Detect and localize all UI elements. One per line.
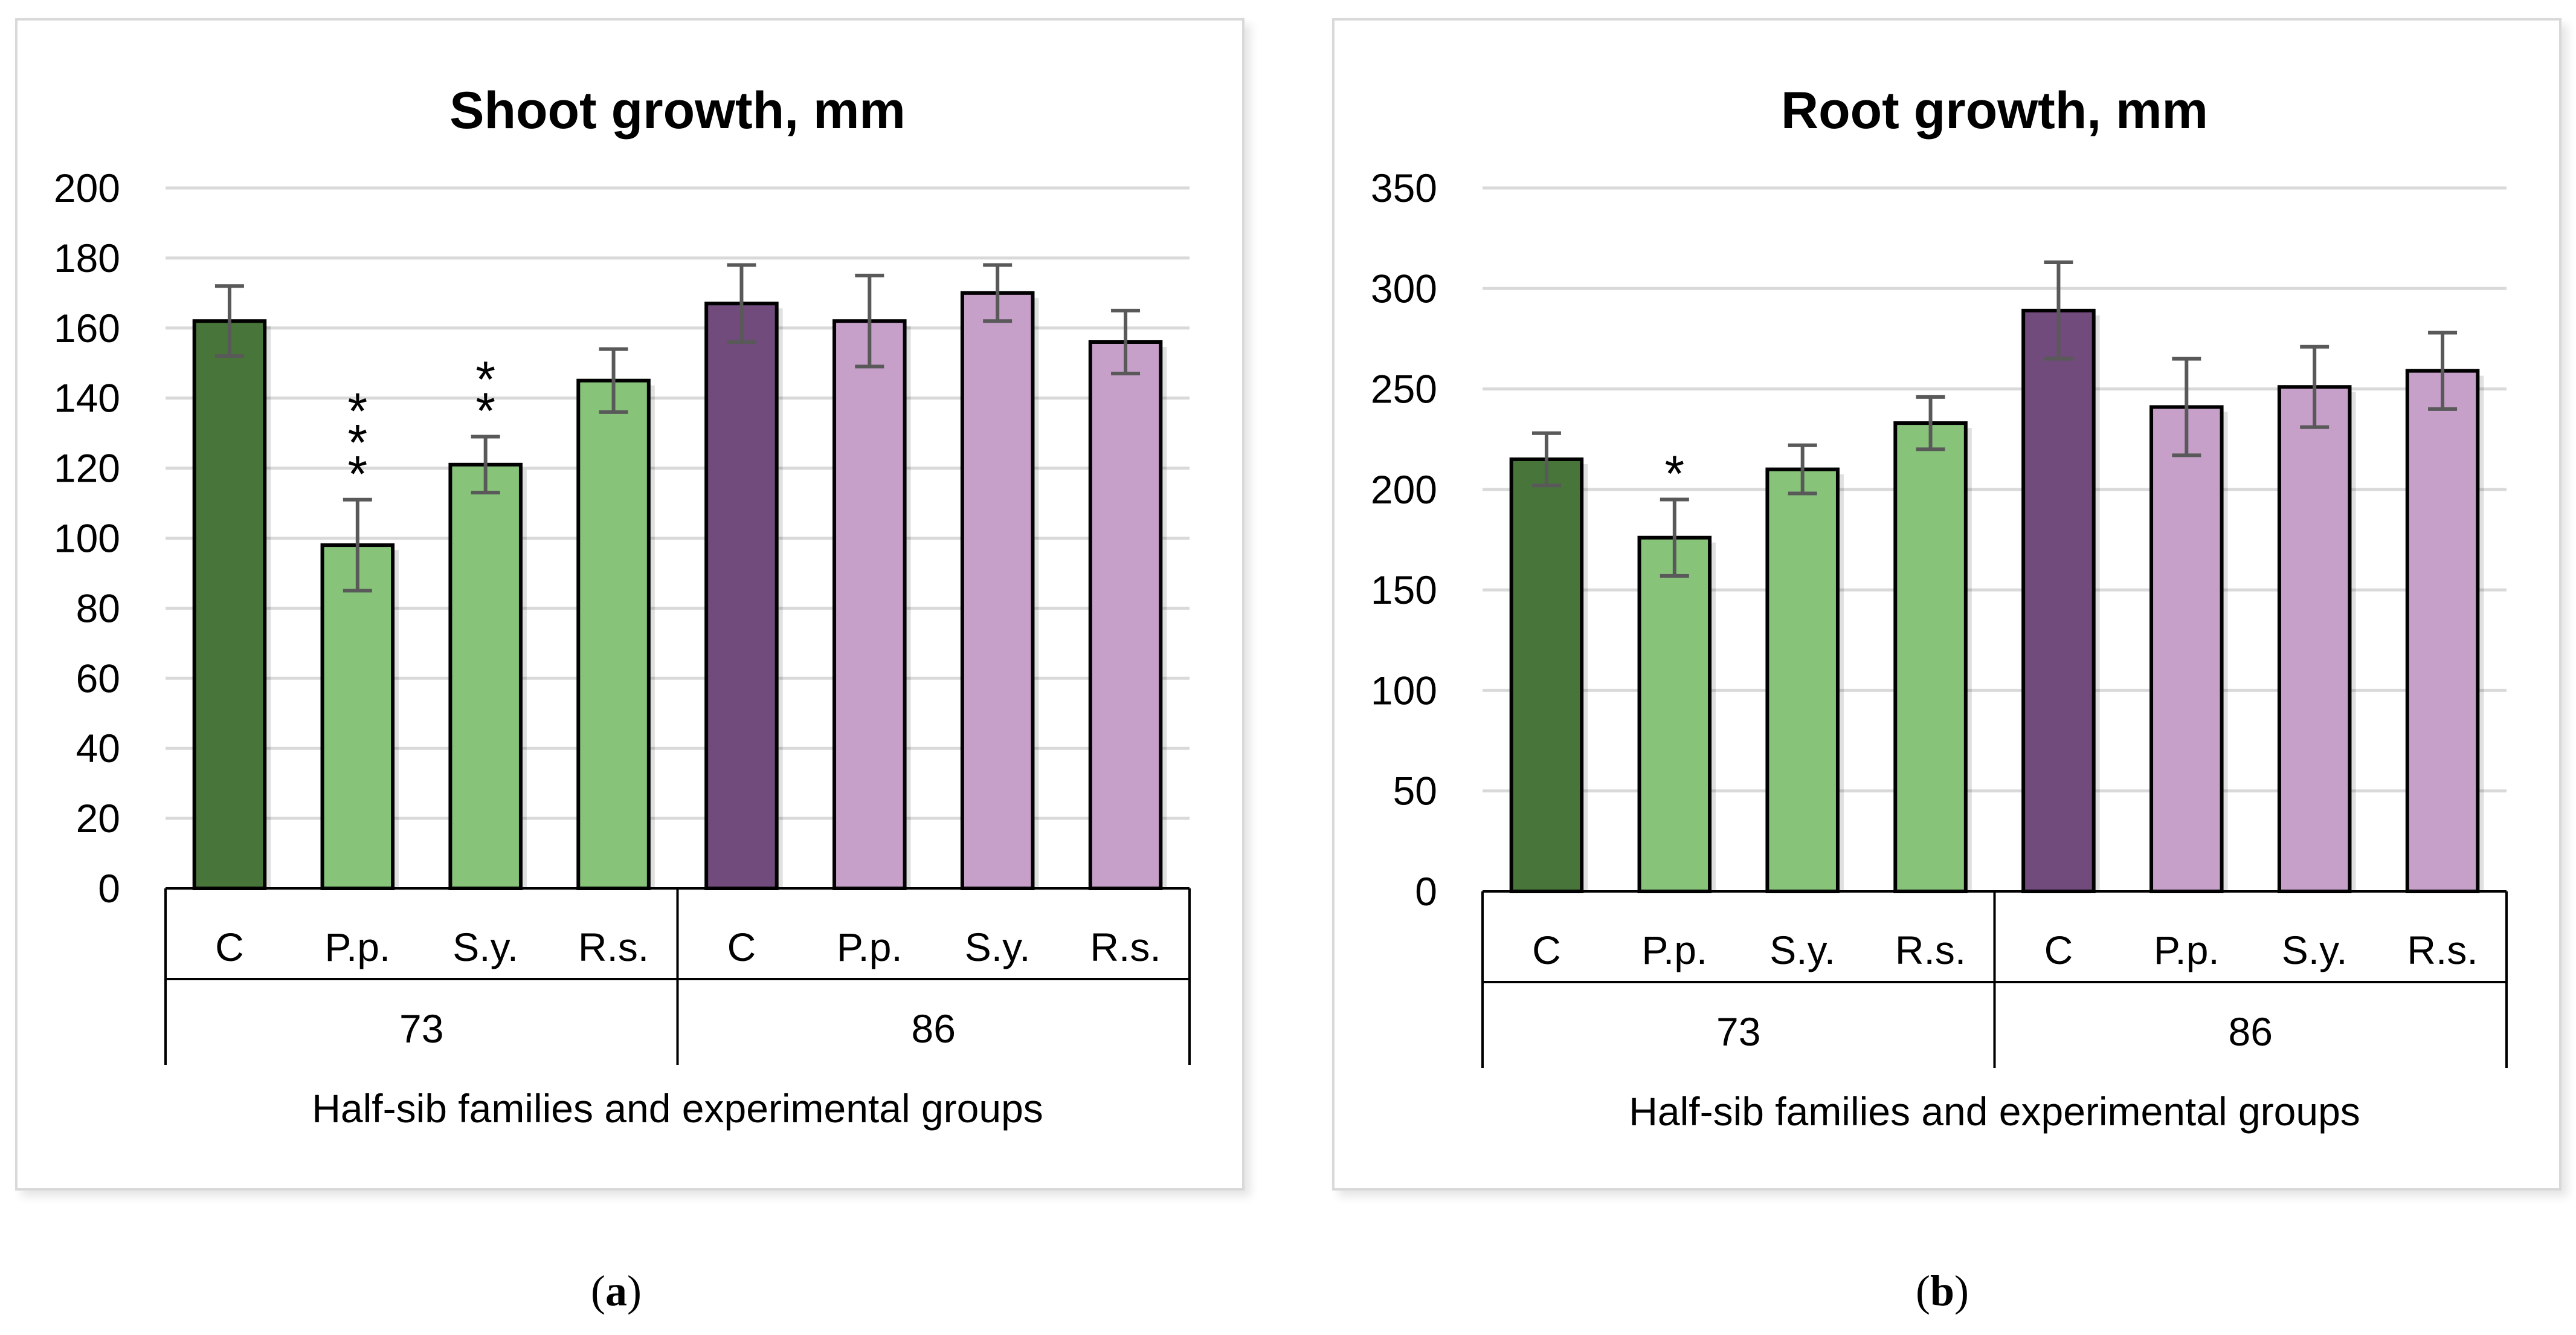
x-category-label: P.p. <box>1641 928 1707 972</box>
x-category-label: C <box>2044 928 2073 972</box>
y-tick-label: 100 <box>1371 668 1437 713</box>
y-tick-label: 200 <box>1371 467 1437 512</box>
x-axis-label: Half-sib families and experimental group… <box>312 1086 1043 1131</box>
group-label: 86 <box>912 1006 956 1051</box>
bar-73-R.s. <box>1893 421 1968 893</box>
y-tick-label: 60 <box>76 656 120 700</box>
shoot-growth-chart: Shoot growth, mm 0 20 40 60 80 100 120 140 160 180… <box>54 82 1191 1131</box>
x-axis-label: Half-sib families and experimental group… <box>1629 1089 2360 1134</box>
bar-86-P.p. <box>832 319 907 890</box>
bar-73-C <box>1509 457 1584 893</box>
x-category-label: S.y. <box>452 925 518 969</box>
x-category-label: C <box>215 925 244 969</box>
group-label: 86 <box>2229 1009 2273 1054</box>
bar-73-C <box>192 319 267 890</box>
y-tick-label: 300 <box>1371 266 1437 311</box>
y-tick-label: 350 <box>1371 166 1437 210</box>
x-category-label: S.y. <box>965 925 1031 969</box>
significance-star: * <box>475 382 495 439</box>
root-growth-chart: Root growth, mm 0 50 100 150 200 250 300 350 C * P.… <box>1371 82 2508 1134</box>
bar-86-C <box>704 302 779 890</box>
bar-73-R.s. <box>576 378 651 890</box>
significance-star: * <box>347 414 367 471</box>
y-tick-label: 140 <box>54 376 120 421</box>
y-tick-label: 250 <box>1371 367 1437 412</box>
bar-86-S.y. <box>960 291 1035 891</box>
y-tick-label: 50 <box>1393 769 1437 813</box>
y-tick-label: 120 <box>54 446 120 491</box>
bar-73-P.p. <box>1637 535 1712 893</box>
panel-a-label: (a) <box>591 1267 642 1315</box>
y-tick-label: 160 <box>54 306 120 351</box>
y-tick-label: 150 <box>1371 567 1437 612</box>
panel-b-label: (b) <box>1915 1267 1969 1315</box>
chart-panel-b: Root growth, mm 0 50 100 150 200 250 300 350 C * P.… <box>1332 18 2562 1191</box>
y-tick-label: 40 <box>76 726 120 771</box>
y-tick-label: 180 <box>54 236 120 280</box>
x-category-label: R.s. <box>2407 928 2478 972</box>
x-category-label: S.y. <box>1769 928 1835 972</box>
x-category-label: P.p. <box>837 925 903 969</box>
chart-panel-a: Shoot growth, mm 0 20 40 60 80 100 120 140 160 180… <box>15 18 1245 1191</box>
x-category-label: S.y. <box>2282 928 2348 972</box>
y-tick-label: 0 <box>98 866 120 911</box>
bar-86-R.s. <box>2405 369 2480 893</box>
significance-star: * <box>347 383 367 439</box>
x-category-label: P.p. <box>2154 928 2220 972</box>
bar-73-S.y. <box>1765 467 1840 893</box>
chart-title: Shoot growth, mm <box>449 82 906 140</box>
y-tick-label: 20 <box>76 796 120 841</box>
x-category-label: R.s. <box>1895 928 1966 972</box>
x-category-label: C <box>727 925 756 969</box>
y-tick-label: 80 <box>76 586 120 630</box>
group-label: 73 <box>399 1006 443 1051</box>
group-label: 73 <box>1716 1009 1760 1054</box>
x-category-label: C <box>1532 928 1561 972</box>
bar-86-C <box>2021 308 2096 893</box>
significance-star: * <box>347 445 367 502</box>
y-tick-label: 100 <box>54 516 120 561</box>
chart-title: Root growth, mm <box>1781 82 2208 140</box>
x-category-label: P.p. <box>324 925 390 969</box>
bar-73-P.p. <box>320 543 395 890</box>
x-category-label: R.s. <box>578 925 649 969</box>
significance-star: * <box>475 351 495 407</box>
bar-86-P.p. <box>2149 405 2224 893</box>
significance-star: * <box>1664 445 1684 502</box>
bar-86-S.y. <box>2277 385 2352 893</box>
x-category-label: R.s. <box>1090 925 1161 969</box>
bar-86-R.s. <box>1088 340 1163 890</box>
y-tick-label: 0 <box>1415 869 1437 914</box>
bar-73-S.y. <box>448 462 523 890</box>
y-tick-label: 200 <box>54 166 120 210</box>
